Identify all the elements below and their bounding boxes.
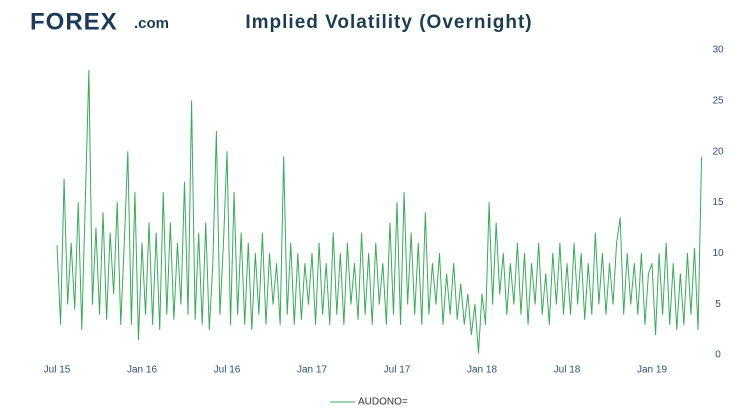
- chart-title: Implied Volatility (Overnight): [245, 12, 532, 33]
- x-tick-label: Jan 17: [297, 365, 327, 376]
- y-tick-label: 20: [712, 146, 724, 157]
- x-tick-label: Jul 18: [554, 365, 581, 376]
- x-tick-label: Jan 16: [127, 365, 157, 376]
- y-tick-label: 5: [715, 299, 721, 310]
- x-tick-label: Jan 18: [467, 365, 497, 376]
- y-tick-label: 30: [712, 45, 724, 56]
- x-tick-label: Jul 15: [44, 365, 71, 376]
- y-tick-label: 0: [715, 350, 721, 361]
- legend-label: AUDONO=: [358, 397, 408, 408]
- y-tick-label: 25: [712, 95, 724, 106]
- logo-suffix: .com: [134, 15, 169, 32]
- y-tick-label: 10: [712, 248, 724, 259]
- logo: FOREX: [30, 8, 118, 35]
- series-line: [56, 69, 703, 354]
- x-tick-label: Jul 17: [384, 365, 411, 376]
- y-tick-label: 15: [712, 197, 724, 208]
- x-tick-label: Jan 19: [637, 365, 667, 376]
- x-tick-label: Jul 16: [214, 365, 241, 376]
